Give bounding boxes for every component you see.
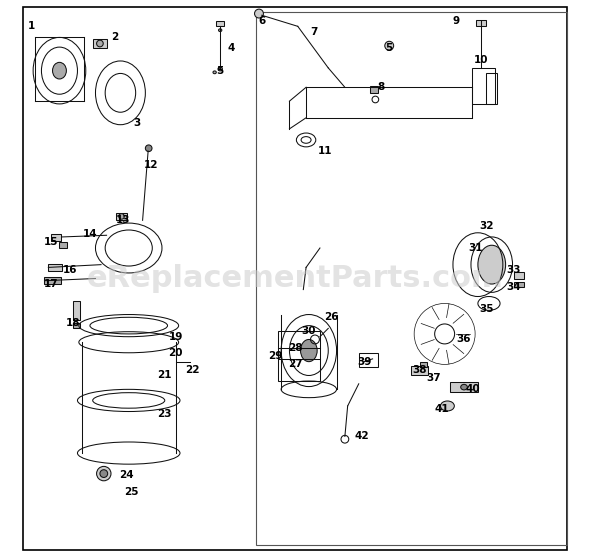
- Bar: [419, 361, 428, 367]
- Bar: [116, 213, 127, 221]
- Text: 41: 41: [435, 404, 449, 414]
- Text: 32: 32: [479, 221, 493, 231]
- Text: 26: 26: [324, 312, 338, 323]
- Circle shape: [254, 9, 263, 18]
- Bar: [370, 86, 378, 93]
- Text: 13: 13: [116, 216, 130, 226]
- Circle shape: [97, 40, 103, 47]
- Text: 3: 3: [133, 118, 140, 128]
- Bar: [93, 38, 107, 48]
- Text: 1: 1: [28, 21, 35, 31]
- Text: 5: 5: [386, 43, 393, 53]
- Text: 16: 16: [63, 265, 78, 275]
- Text: 8: 8: [377, 82, 385, 92]
- Circle shape: [97, 466, 111, 481]
- Bar: [411, 365, 428, 375]
- Text: 33: 33: [507, 265, 521, 275]
- Ellipse shape: [441, 401, 454, 411]
- Text: 38: 38: [412, 365, 427, 375]
- Text: 37: 37: [426, 373, 441, 383]
- Bar: [73, 323, 80, 329]
- Text: 42: 42: [354, 432, 369, 442]
- Text: 21: 21: [158, 370, 172, 380]
- Text: 31: 31: [468, 243, 483, 253]
- Text: 19: 19: [169, 331, 183, 341]
- Ellipse shape: [300, 339, 317, 361]
- Text: 29: 29: [268, 351, 283, 361]
- Bar: [48, 263, 62, 271]
- Bar: [359, 353, 378, 367]
- Bar: [256, 12, 566, 545]
- Ellipse shape: [218, 67, 222, 71]
- Bar: [278, 331, 320, 381]
- Text: 7: 7: [311, 27, 318, 37]
- Text: 9: 9: [452, 16, 459, 26]
- Bar: [473, 68, 494, 104]
- Ellipse shape: [478, 245, 506, 284]
- Circle shape: [385, 41, 394, 50]
- Bar: [60, 242, 67, 248]
- Text: 5: 5: [217, 66, 224, 76]
- Text: 28: 28: [288, 343, 302, 353]
- Bar: [44, 277, 61, 284]
- Text: 36: 36: [457, 334, 471, 344]
- Text: 23: 23: [158, 409, 172, 419]
- Ellipse shape: [213, 71, 217, 74]
- Text: 39: 39: [357, 356, 372, 367]
- Text: 40: 40: [465, 384, 480, 394]
- Circle shape: [100, 470, 107, 477]
- Text: 35: 35: [479, 304, 493, 314]
- Text: 27: 27: [288, 359, 302, 369]
- Text: 17: 17: [44, 279, 58, 289]
- Ellipse shape: [53, 62, 67, 79]
- Text: 12: 12: [143, 160, 158, 170]
- Text: 2: 2: [112, 32, 119, 42]
- Text: 10: 10: [473, 55, 488, 65]
- Text: 4: 4: [228, 43, 235, 53]
- Circle shape: [119, 214, 124, 219]
- Text: 11: 11: [318, 146, 333, 156]
- Text: 25: 25: [124, 487, 139, 497]
- Text: 15: 15: [44, 237, 58, 247]
- Bar: [51, 234, 61, 241]
- Bar: [514, 282, 524, 287]
- Text: 14: 14: [83, 229, 97, 239]
- Bar: [486, 74, 497, 104]
- Bar: [476, 19, 486, 26]
- Circle shape: [145, 145, 152, 152]
- Text: 30: 30: [301, 326, 316, 336]
- Text: 24: 24: [119, 470, 133, 480]
- Ellipse shape: [218, 29, 222, 32]
- Text: 20: 20: [169, 348, 183, 358]
- Bar: [73, 301, 80, 320]
- Text: 6: 6: [258, 16, 266, 26]
- Bar: [514, 272, 524, 278]
- Bar: [217, 21, 224, 26]
- Text: eReplacementParts.com: eReplacementParts.com: [87, 264, 503, 293]
- Text: 22: 22: [185, 365, 200, 375]
- Bar: [450, 382, 478, 392]
- Ellipse shape: [461, 384, 467, 390]
- Text: 18: 18: [66, 318, 81, 328]
- Text: 34: 34: [507, 282, 521, 292]
